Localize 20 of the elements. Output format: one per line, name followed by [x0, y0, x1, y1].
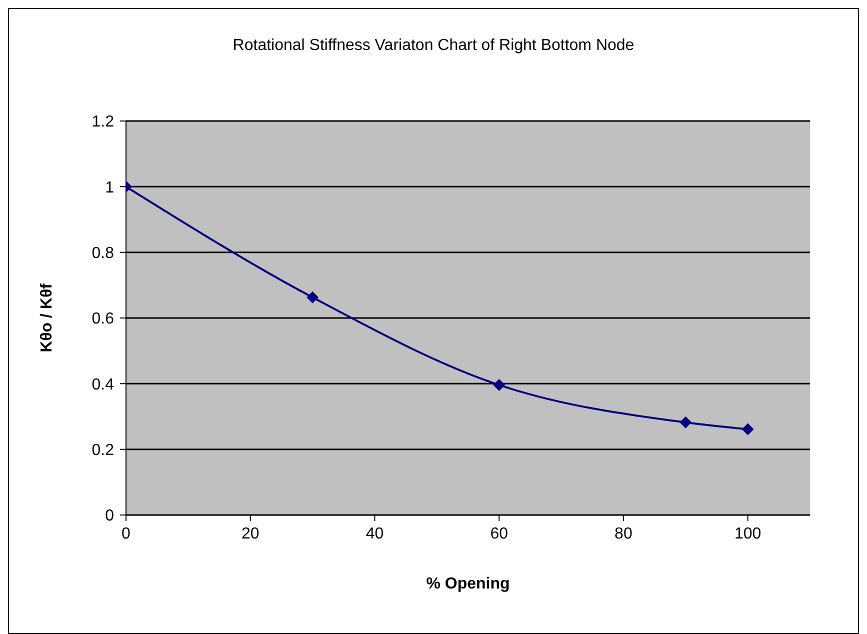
x-tick-label: 0 [122, 525, 131, 542]
y-tick-label: 1 [105, 179, 114, 196]
point [493, 378, 506, 391]
y-tick-label: 0.4 [92, 376, 114, 394]
x-axis-title: % Opening [426, 575, 510, 592]
y-tick-label: 0.2 [92, 442, 114, 460]
y-tick-label: 0.6 [92, 310, 114, 328]
point [680, 416, 692, 428]
y-tick-label: 0.8 [92, 245, 114, 262]
y-axis-title: Kθo / Kθf [38, 282, 56, 352]
y-tick-label: 1.2 [92, 114, 114, 131]
point [306, 291, 319, 304]
x-tick-label: 40 [366, 525, 384, 542]
y-tick-label: 0 [105, 508, 114, 525]
x-tick-label: 20 [241, 525, 260, 542]
x-tick-label: 80 [614, 525, 632, 542]
chart-title: Rotational Stiffness Variaton Chart of Right Bottom Node [232, 37, 636, 55]
point [742, 423, 754, 436]
x-tick-label: 60 [490, 525, 508, 542]
x-tick-label: 100 [734, 525, 762, 542]
